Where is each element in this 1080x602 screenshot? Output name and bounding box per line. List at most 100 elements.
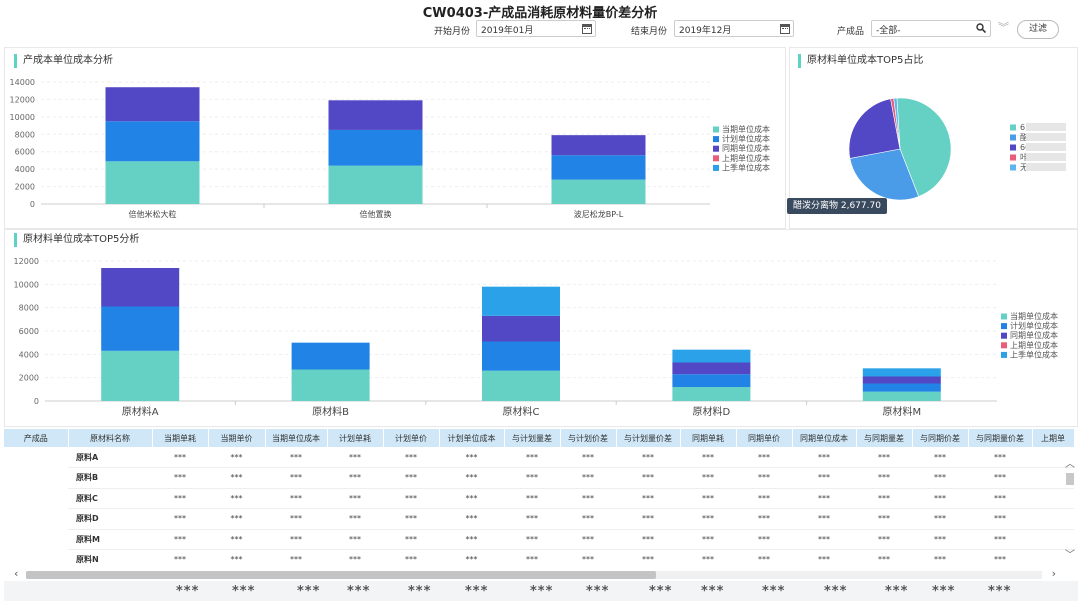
value-cell: *** (736, 508, 792, 530)
value-cell: *** (680, 467, 736, 489)
table-row[interactable]: 原料M *** *** *** *** *** *** *** *** *** *** *** *** *… (4, 529, 1074, 550)
material-name-cell: 原料M (68, 529, 152, 550)
start-month-label: 开始月份 (434, 27, 471, 37)
value-cell: *** (504, 508, 560, 530)
material-name-cell: 原料N (68, 549, 152, 569)
column-header[interactable]: 同期单耗 (680, 429, 737, 447)
column-header[interactable]: 与同期价差 (912, 429, 969, 447)
cost-bar-chart: 0 2000 4000 6000 8000 10000 12000 14000 倍他米松大粒 倍他… (10, 78, 770, 219)
value-cell: *** (792, 447, 856, 468)
chevron-down-icon[interactable]: ﹀ (1065, 550, 1075, 561)
column-header[interactable]: 当期单耗 (152, 429, 209, 447)
column-header[interactable]: 计划单位成本 (439, 429, 505, 447)
column-header[interactable]: 计划单耗 (327, 429, 384, 447)
bar-segment (101, 268, 180, 307)
table-row[interactable]: 原料A *** *** *** *** *** *** *** *** *** *** *** *** *… (4, 447, 1074, 468)
value-cell: *** (968, 488, 1032, 509)
product-cell (4, 509, 68, 530)
legend-label: 当期单位成本 (1010, 311, 1058, 321)
chart1-heading: 产成本单位成本分析 (14, 54, 113, 68)
y-tick-label: 0 (30, 200, 35, 209)
product-select[interactable]: -全部- (871, 20, 991, 37)
double-chevron-down-icon[interactable]: ︾ (998, 21, 1009, 34)
value-cell: *** (265, 447, 327, 468)
y-tick-label: 6000 (15, 148, 35, 157)
table-row[interactable]: 原料D *** *** *** *** *** *** *** *** *** *** *** *** *… (4, 508, 1074, 530)
y-tick-label: 0 (34, 397, 39, 406)
chevron-up-icon[interactable]: ︿ (1065, 459, 1075, 470)
column-header[interactable]: 同期单价 (736, 429, 793, 447)
end-month-input[interactable]: 2019年12月 (674, 20, 794, 37)
x-tick-label: 原材料A (122, 405, 159, 418)
column-header[interactable]: 与计划量差 (504, 429, 561, 447)
value-cell: *** (560, 549, 616, 569)
product-cell (4, 488, 68, 509)
column-header[interactable]: 同期单位成本 (792, 429, 857, 447)
value-cell: *** (439, 549, 504, 569)
column-header[interactable]: 上期单 (1032, 429, 1075, 447)
vertical-scrollbar[interactable]: ︿ ﹀ (1063, 455, 1077, 567)
vertical-scroll-thumb[interactable] (1066, 473, 1074, 485)
total-value: *** (347, 584, 371, 599)
value-cell: *** (265, 549, 327, 569)
chevron-left-icon[interactable]: ‹ (14, 567, 19, 580)
value-cell: *** (736, 549, 792, 569)
total-value: *** (586, 584, 610, 599)
value-cell: *** (912, 488, 968, 509)
value-cell: *** (680, 508, 736, 530)
value-cell: *** (856, 447, 912, 468)
chart3-heading: 原材料单位成本TOP5分析 (14, 233, 139, 247)
column-header[interactable]: 当期单价 (208, 429, 266, 447)
bar-segment (482, 315, 560, 342)
table-row[interactable]: 原料C *** *** *** *** *** *** *** *** *** *** *** *** *… (4, 488, 1074, 509)
column-header[interactable]: 与同期量差 (856, 429, 913, 447)
legend-swatch (1010, 154, 1016, 161)
product-cell (4, 447, 68, 468)
start-month-input[interactable]: 2019年01月 (476, 20, 596, 37)
total-value: *** (297, 584, 321, 599)
value-cell: *** (616, 447, 680, 468)
legend-label-blur (1026, 153, 1066, 161)
search-icon[interactable] (976, 23, 986, 33)
pie-slice (848, 98, 901, 159)
value-cell: *** (208, 447, 265, 468)
legend-label: 上期单位成本 (722, 153, 770, 163)
value-cell: *** (383, 467, 439, 489)
total-value: *** (885, 584, 909, 599)
column-header[interactable]: 与计划量价差 (616, 429, 681, 447)
table-row[interactable]: 原料N *** *** *** *** *** *** *** *** *** *** *** *** *… (4, 549, 1074, 569)
horizontal-scroll-thumb[interactable] (26, 571, 656, 579)
bar-segment (862, 383, 941, 392)
chevron-right-icon[interactable]: › (1051, 567, 1056, 580)
value-cell: *** (152, 488, 208, 509)
column-header[interactable]: 与同期量价差 (968, 429, 1033, 447)
table-row[interactable]: 原料B *** *** *** *** *** *** *** *** *** *** *** *** *… (4, 467, 1074, 489)
cost-panel (4, 47, 786, 229)
filter-button[interactable]: 过滤 (1017, 20, 1059, 39)
value-cell: *** (968, 549, 1032, 569)
legend-label: 上季单位成本 (722, 162, 770, 172)
legend-label-blur (1026, 133, 1066, 141)
horizontal-scrollbar[interactable]: ‹ › (10, 567, 1060, 580)
value-cell: *** (208, 549, 265, 569)
value-cell: *** (327, 467, 383, 489)
column-header[interactable]: 当期单位成本 (265, 429, 328, 447)
column-header[interactable]: 计划单价 (383, 429, 440, 447)
value-cell: *** (792, 508, 856, 530)
calendar-icon[interactable] (582, 24, 592, 34)
calendar-icon[interactable] (780, 24, 790, 34)
column-header[interactable]: 与计划价差 (560, 429, 617, 447)
value-cell: *** (560, 508, 616, 530)
bar-segment (101, 306, 180, 351)
value-cell: *** (208, 467, 265, 489)
y-tick-label: 8000 (19, 304, 39, 313)
legend-swatch (1001, 313, 1007, 320)
legend-label: 当期单位成本 (722, 124, 770, 134)
bar-segment (551, 135, 646, 156)
legend-swatch (1010, 144, 1016, 151)
x-tick-label: 倍他置换 (360, 209, 392, 219)
column-header[interactable]: 产成品 (4, 429, 69, 447)
product-value: -全部- (876, 26, 901, 36)
column-header[interactable]: 原材料名称 (68, 429, 153, 447)
